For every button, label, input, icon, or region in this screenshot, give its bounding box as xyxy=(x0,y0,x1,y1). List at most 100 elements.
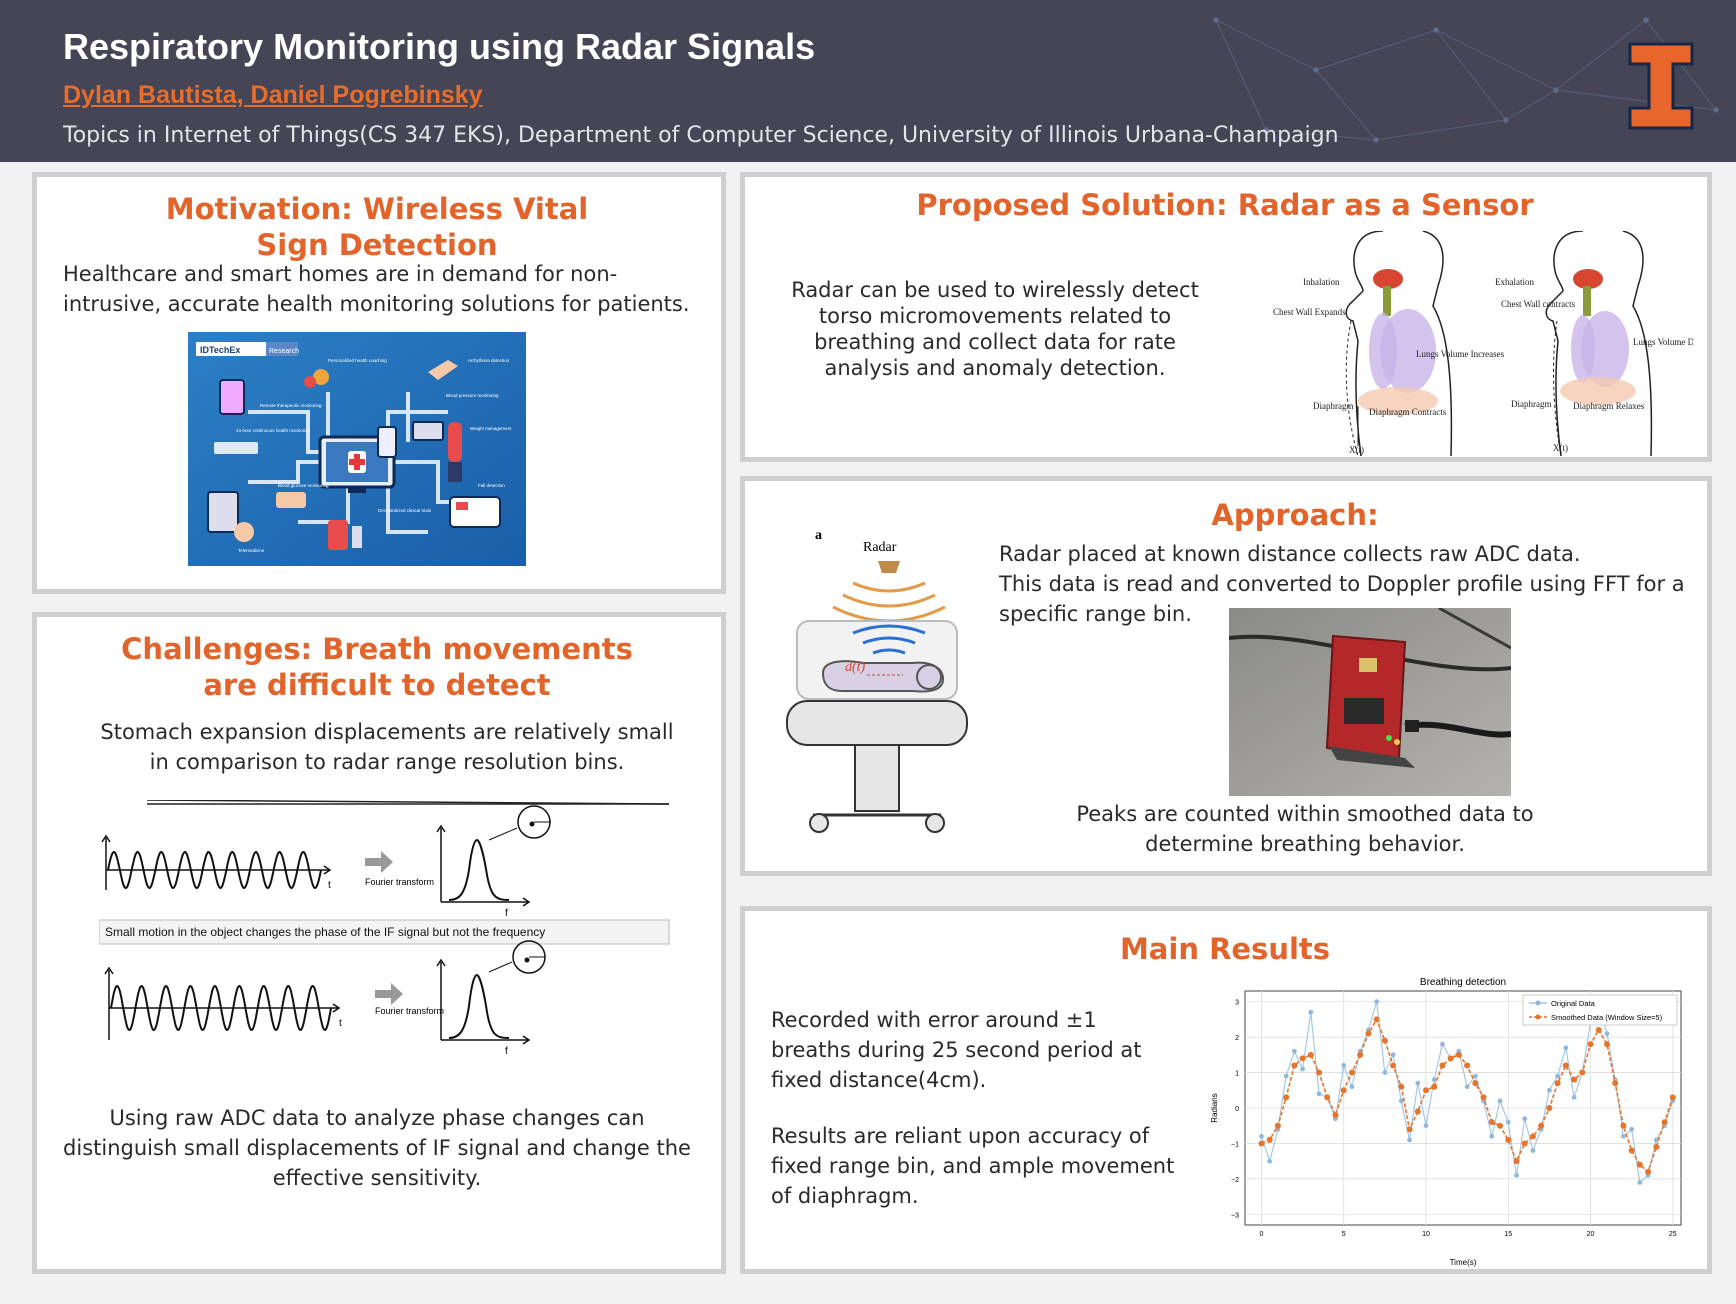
f-label-top: f xyxy=(505,908,508,919)
data-point-smoothed xyxy=(1447,1055,1454,1062)
radar-label: Radar xyxy=(863,540,897,555)
data-point-original xyxy=(1571,1094,1577,1100)
breathing-chart: Breathing detection 0 5 10 15 20 25 −3 −2 −1 0 1 2 3… xyxy=(1210,977,1682,1267)
data-point-original xyxy=(1374,999,1380,1005)
data-point-smoothed xyxy=(1398,1083,1405,1090)
data-point-smoothed xyxy=(1661,1119,1668,1126)
approach-title: Approach: xyxy=(1211,498,1379,532)
approach-text-3: Peaks are counted within smoothed data t… xyxy=(1076,802,1534,856)
data-point-smoothed xyxy=(1546,1105,1553,1111)
data-point-original xyxy=(1464,1084,1470,1090)
results-text-1: Recorded with error around ±1 breaths du… xyxy=(771,1008,1142,1092)
data-point-original xyxy=(1300,1066,1305,1072)
motivation-title: Motivation: Wireless Vital Sign Detectio… xyxy=(165,192,589,262)
data-point-smoothed xyxy=(1472,1080,1479,1087)
chart-ticks: 0 5 10 15 20 25 −3 −2 −1 0 1 2 3 xyxy=(1231,1000,1677,1238)
data-point-original xyxy=(1431,1077,1437,1083)
results-panel: Main Results Recorded with error around … xyxy=(740,906,1712,1274)
data-point-smoothed xyxy=(1554,1080,1561,1087)
radar-board-photo xyxy=(1229,608,1511,796)
y-tick-label: −1 xyxy=(1231,1141,1239,1148)
data-point-original xyxy=(1423,1123,1429,1129)
inhalation-figure: Inhalation Chest Wall Expands Lungs Volu… xyxy=(1273,231,1505,456)
data-point-smoothed xyxy=(1291,1062,1298,1069)
diaphragm-contracts-label: Diaphragm Contracts xyxy=(1369,407,1447,417)
label-fall: Fall detection xyxy=(478,483,505,488)
data-point-smoothed xyxy=(1603,1041,1610,1048)
illinois-logo-icon xyxy=(1628,42,1694,130)
data-point-smoothed xyxy=(1422,1087,1429,1094)
data-point-original xyxy=(1390,1052,1396,1058)
data-point-original xyxy=(1563,1045,1569,1051)
data-point-original xyxy=(1440,1041,1445,1047)
data-point-original xyxy=(1522,1116,1528,1122)
challenges-panel: Challenges: Breath movements are difficu… xyxy=(32,612,726,1274)
data-point-smoothed xyxy=(1612,1080,1619,1087)
data-point-smoothed xyxy=(1266,1136,1273,1143)
data-point-smoothed xyxy=(1299,1055,1306,1062)
data-point-smoothed xyxy=(1316,1069,1323,1076)
results-text-2: Results are reliant upon accuracy of fix… xyxy=(771,1124,1175,1208)
data-point-smoothed xyxy=(1488,1119,1495,1126)
data-point-smoothed xyxy=(1464,1062,1471,1069)
chart-xlabel: Time(s) xyxy=(1450,1258,1477,1267)
y-tick-label: 1 xyxy=(1235,1071,1239,1078)
label-bp: Blood pressure monitoring xyxy=(446,393,499,398)
data-point-original xyxy=(1489,1133,1495,1139)
data-point-smoothed xyxy=(1620,1122,1627,1129)
data-point-smoothed xyxy=(1636,1161,1643,1168)
data-point-original xyxy=(1283,1073,1289,1079)
poster-affiliation: Topics in Internet of Things(CS 347 EKS)… xyxy=(63,123,1339,148)
data-point-smoothed xyxy=(1365,1030,1372,1037)
challenges-title: Challenges: Breath movements are difficu… xyxy=(121,632,633,702)
data-point-smoothed xyxy=(1431,1083,1438,1090)
x-tick-label: 10 xyxy=(1422,1231,1430,1238)
y-tick-label: −2 xyxy=(1231,1177,1239,1184)
data-point-smoothed xyxy=(1562,1062,1569,1069)
data-point-smoothed xyxy=(1414,1108,1421,1115)
data-point-smoothed xyxy=(1406,1126,1413,1133)
data-point-original xyxy=(1407,1137,1412,1143)
data-point-original xyxy=(1546,1087,1552,1093)
data-point-original xyxy=(1637,1180,1643,1185)
fourier-label-top: Fourier transform xyxy=(365,877,434,887)
poster-title: Respiratory Monitoring using Radar Signa… xyxy=(63,26,816,67)
chart-grid xyxy=(1245,991,1681,1225)
data-point-smoothed xyxy=(1595,1027,1602,1033)
chart-legend: Original Data Smoothed Data (Window Size… xyxy=(1522,994,1678,1026)
solution-title: Proposed Solution: Radar as a Sensor xyxy=(916,188,1534,222)
data-point-original xyxy=(1341,1063,1347,1068)
chest-expands-label: Chest Wall Expands xyxy=(1273,307,1346,317)
breathing-anatomy-figure: Inhalation Chest Wall Expands Lungs Volu… xyxy=(1273,231,1693,456)
data-point-smoothed xyxy=(1645,1168,1652,1175)
challenges-text-2: Using raw ADC data to analyze phase chan… xyxy=(63,1106,691,1190)
chest-contracts-label: Chest Wall contracts xyxy=(1501,299,1576,309)
x-label-right: X(t) xyxy=(1553,443,1568,453)
label-arrhythmia: Arrhythmia detection xyxy=(468,358,510,363)
data-point-smoothed xyxy=(1579,1069,1586,1076)
poster-authors[interactable]: Dylan Bautista, Daniel Pogrebinsky xyxy=(63,81,483,109)
data-point-smoothed xyxy=(1538,1122,1545,1129)
data-point-original xyxy=(1259,1133,1264,1139)
data-point-original xyxy=(1604,1031,1610,1036)
lungs-increase-label: Lungs Volume Increases xyxy=(1416,349,1505,359)
motivation-panel: Motivation: Wireless Vital Sign Detectio… xyxy=(32,172,726,594)
data-point-smoothed xyxy=(1480,1094,1487,1101)
label-telemedicine: Telemedicine xyxy=(238,548,265,553)
data-point-smoothed xyxy=(1348,1069,1355,1076)
label-24h: 24-hour continuous health monitoring xyxy=(236,428,311,433)
label-coaching: Personalized health coaching xyxy=(328,358,387,363)
data-point-smoothed xyxy=(1283,1094,1290,1101)
motivation-text: Healthcare and smart homes are in demand… xyxy=(63,262,690,316)
data-point-original xyxy=(1497,1098,1503,1104)
healthcare-infographic: IDTechEx Research xyxy=(188,332,526,566)
data-point-original xyxy=(1472,1073,1478,1079)
poster-header: Respiratory Monitoring using Radar Signa… xyxy=(0,0,1736,162)
network-decoration xyxy=(1213,17,1719,143)
data-point-original xyxy=(1629,1126,1635,1132)
legend-smoothed: Smoothed Data (Window Size=5) xyxy=(1551,1013,1663,1022)
data-point-smoothed xyxy=(1669,1094,1676,1101)
data-point-original xyxy=(1267,1158,1273,1164)
data-point-smoothed xyxy=(1307,1051,1314,1058)
